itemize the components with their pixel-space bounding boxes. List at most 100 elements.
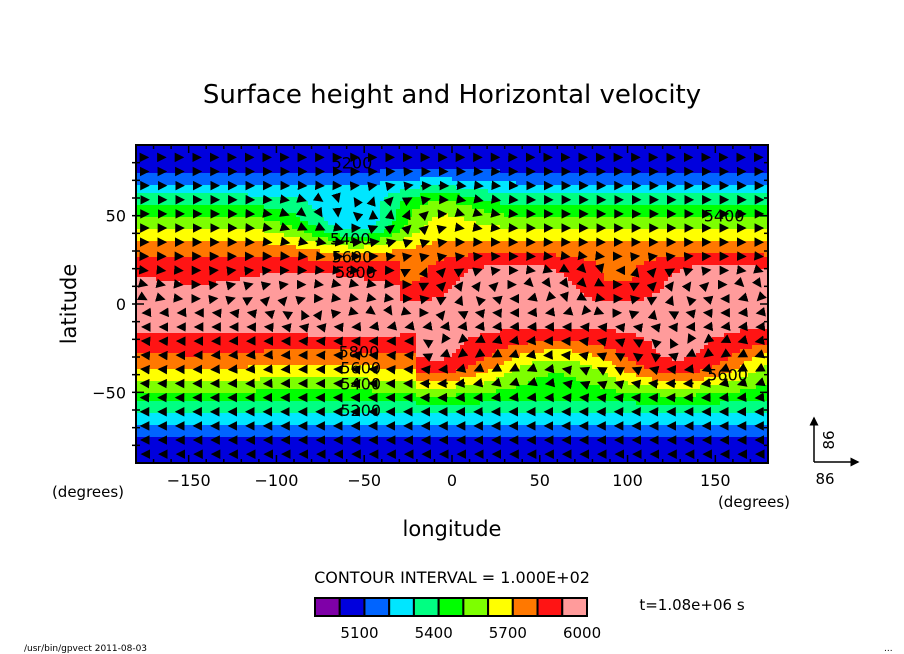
- contour-cell: [136, 385, 141, 390]
- contour-cell: [324, 185, 329, 190]
- contour-cell: [136, 357, 141, 362]
- contour-cell: [208, 341, 213, 346]
- contour-cell: [148, 297, 153, 302]
- contour-cell: [296, 309, 301, 314]
- contour-cell: [380, 241, 385, 246]
- contour-cell: [188, 437, 193, 442]
- contour-cell: [272, 457, 277, 462]
- contour-cell: [316, 349, 321, 354]
- contour-cell: [340, 181, 345, 186]
- contour-cell: [380, 445, 385, 450]
- contour-cell: [204, 321, 209, 326]
- contour-cell: [324, 225, 329, 230]
- contour-cell: [368, 429, 373, 434]
- contour-cell: [308, 197, 313, 202]
- contour-cell: [332, 241, 337, 246]
- contour-cell: [384, 145, 389, 150]
- contour-cell: [180, 181, 185, 186]
- contour-cell: [172, 437, 177, 442]
- contour-cell: [304, 249, 309, 254]
- contour-cell: [148, 277, 153, 282]
- contour-cell: [308, 309, 313, 314]
- contour-cell: [148, 433, 153, 438]
- contour-cell: [288, 245, 293, 250]
- contour-cell: [256, 277, 261, 282]
- contour-cell: [352, 417, 357, 422]
- contour-cell: [312, 381, 317, 386]
- contour-cell: [312, 365, 317, 370]
- contour-cell: [308, 265, 313, 270]
- contour-cell: [256, 173, 261, 178]
- contour-cell: [256, 381, 261, 386]
- contour-cell: [160, 377, 165, 382]
- contour-cell: [148, 157, 153, 162]
- contour-cell: [136, 429, 141, 434]
- contour-cell: [200, 441, 205, 446]
- contour-cell: [276, 221, 281, 226]
- contour-cell: [324, 381, 329, 386]
- contour-cell: [240, 253, 245, 258]
- contour-cell: [208, 353, 213, 358]
- contour-cell: [204, 157, 209, 162]
- contour-cell: [144, 229, 149, 234]
- contour-cell: [140, 433, 145, 438]
- contour-cell: [280, 265, 285, 270]
- contour-cell: [268, 265, 273, 270]
- contour-cell: [204, 449, 209, 454]
- contour-cell: [168, 245, 173, 250]
- contour-cell: [324, 369, 329, 374]
- contour-cell: [292, 417, 297, 422]
- contour-cell: [248, 441, 253, 446]
- contour-cell: [268, 301, 273, 306]
- contour-cell: [196, 349, 201, 354]
- contour-cell: [308, 361, 313, 366]
- contour-cell: [232, 293, 237, 298]
- contour-cell: [256, 433, 261, 438]
- contour-cell: [264, 165, 269, 170]
- contour-cell: [260, 381, 265, 386]
- contour-cell: [296, 193, 301, 198]
- contour-cell: [300, 429, 305, 434]
- contour-cell: [340, 161, 345, 166]
- contour-cell: [156, 285, 161, 290]
- contour-cell: [236, 249, 241, 254]
- contour-cell: [220, 421, 225, 426]
- contour-cell: [344, 321, 349, 326]
- contour-cell: [352, 285, 357, 290]
- contour-cell: [328, 193, 333, 198]
- contour-cell: [260, 273, 265, 278]
- contour-cell: [272, 405, 277, 410]
- contour-cell: [204, 197, 209, 202]
- contour-cell: [220, 185, 225, 190]
- contour-cell: [308, 233, 313, 238]
- contour-cell: [372, 373, 377, 378]
- contour-cell: [356, 457, 361, 462]
- contour-cell: [324, 149, 329, 154]
- contour-cell: [144, 301, 149, 306]
- contour-cell: [316, 217, 321, 222]
- contour-cell: [156, 149, 161, 154]
- contour-cell: [256, 417, 261, 422]
- contour-cell: [220, 457, 225, 462]
- contour-cell: [348, 213, 353, 218]
- contour-cell: [192, 349, 197, 354]
- contour-cell: [368, 205, 373, 210]
- contour-cell: [288, 253, 293, 258]
- contour-cell: [244, 145, 249, 150]
- contour-cell: [148, 209, 153, 214]
- contour-cell: [296, 413, 301, 418]
- contour-cell: [264, 229, 269, 234]
- contour-cell: [376, 341, 381, 346]
- contour-cell: [240, 237, 245, 242]
- contour-cell: [144, 429, 149, 434]
- contour-cell: [288, 269, 293, 274]
- contour-cell: [192, 313, 197, 318]
- contour-cell: [288, 265, 293, 270]
- contour-cell: [316, 165, 321, 170]
- contour-cell: [256, 301, 261, 306]
- contour-cell: [208, 193, 213, 198]
- contour-cell: [360, 233, 365, 238]
- contour-cell: [312, 165, 317, 170]
- contour-cell: [380, 325, 385, 330]
- contour-cell: [204, 453, 209, 458]
